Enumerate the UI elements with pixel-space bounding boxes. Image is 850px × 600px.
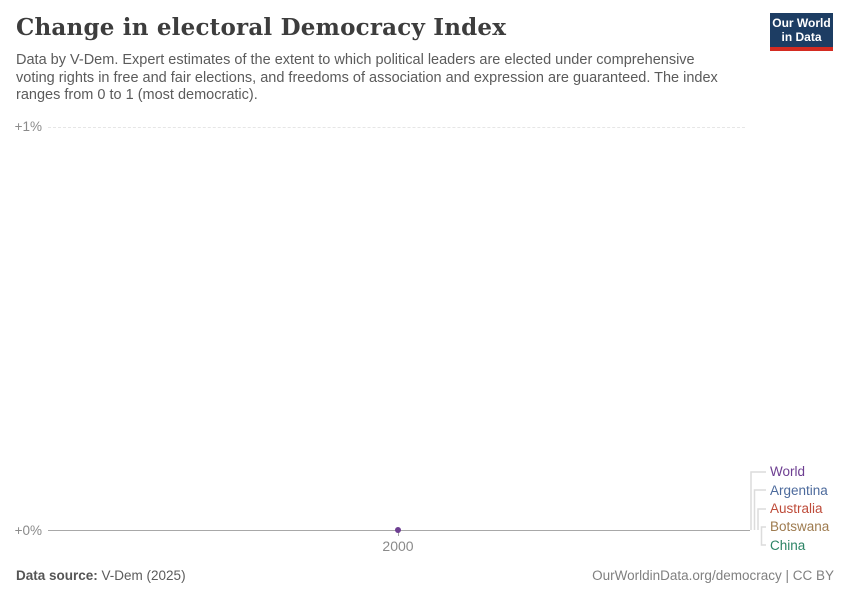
attribution-link[interactable]: OurWorldinData.org/democracy	[592, 568, 782, 583]
owid-logo-line1: Our World	[772, 16, 831, 30]
data-source-note: Data source: V-Dem (2025)	[16, 568, 186, 583]
legend-label-world[interactable]: World	[770, 464, 806, 479]
data-source-label: Data source:	[16, 568, 98, 583]
legend-label-china[interactable]: China	[770, 538, 806, 553]
world-datapoint-marker[interactable]	[395, 527, 401, 533]
x-axis-tickmark-2000	[398, 531, 399, 536]
chart-subtitle: Data by V-Dem. Expert estimates of the e…	[16, 52, 718, 103]
legend-label-australia[interactable]: Australia	[770, 501, 823, 516]
gridline-plus1pct	[48, 127, 745, 128]
legend-label-argentina[interactable]: Argentina	[770, 483, 828, 498]
x-axis-label-2000: 2000	[382, 538, 414, 554]
owid-logo[interactable]: Our World in Data	[770, 13, 833, 51]
page-title: Change in electoral Democracy Index	[16, 14, 507, 41]
attribution-license: | CC BY	[781, 568, 834, 583]
attribution-note: OurWorldinData.org/democracy | CC BY	[592, 568, 834, 583]
y-axis-tick-plus0pct: +0%	[14, 523, 42, 538]
owid-logo-line2: in Data	[781, 30, 822, 44]
data-source-value: V-Dem (2025)	[97, 568, 186, 583]
legend-label-botswana[interactable]: Botswana	[770, 519, 830, 534]
y-axis-tick-plus1pct: +1%	[14, 119, 42, 134]
